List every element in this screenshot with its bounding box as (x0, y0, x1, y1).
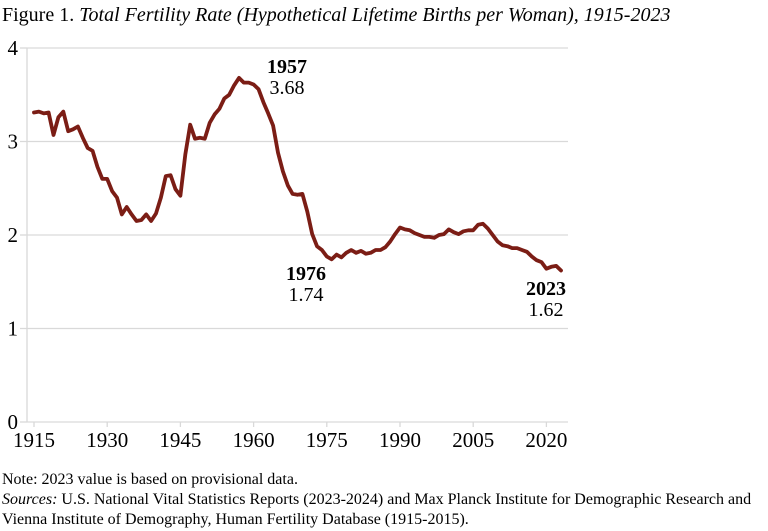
y-tick-label-2: 2 (8, 223, 19, 247)
fertility-rate-line (32, 76, 563, 273)
annotation-1957-value: 3.68 (269, 77, 305, 99)
note-line: Note: 2023 value is based on provisional… (2, 471, 298, 488)
x-tick-label-2005: 2005 (452, 428, 494, 452)
x-tick-label-1975: 1975 (306, 428, 348, 452)
x-tick-label-1945: 1945 (159, 428, 201, 452)
annotation-1976-year: 1976 (286, 263, 326, 285)
sources-text: U.S. National Vital Statistics Reports (… (2, 491, 752, 528)
annotation-2023: 2023 1.62 (526, 279, 566, 321)
figure-title-italic: Total Fertility Rate (Hypothetical Lifet… (79, 4, 671, 26)
annotation-1976: 1976 1.74 (286, 264, 326, 306)
x-tick-label-1930: 1930 (86, 428, 128, 452)
y-tick-label-0: 0 (8, 410, 19, 434)
annotation-2023-year: 2023 (526, 278, 566, 300)
sources-label: Sources: (2, 491, 58, 508)
annotation-1957-year: 1957 (267, 56, 307, 78)
y-tick-label-3: 3 (8, 130, 19, 154)
annotation-1976-value: 1.74 (288, 284, 324, 306)
x-tick-label-1960: 1960 (233, 428, 275, 452)
annotation-2023-value: 1.62 (528, 299, 564, 321)
x-tick-label-2020: 2020 (525, 428, 567, 452)
figure-title-prefix: Figure 1. (2, 4, 80, 26)
x-tick-label-1990: 1990 (379, 428, 421, 452)
sources-line: Sources: U.S. National Vital Statistics … (2, 490, 766, 530)
figure-title: Figure 1. Total Fertility Rate (Hypothet… (2, 4, 670, 27)
y-tick-label-1: 1 (8, 317, 19, 341)
y-tick-label-4: 4 (8, 36, 19, 60)
annotation-1957: 1957 3.68 (267, 57, 307, 99)
chart-notes: Note: 2023 value is based on provisional… (2, 470, 766, 530)
x-tick-label-1915: 1915 (13, 428, 55, 452)
